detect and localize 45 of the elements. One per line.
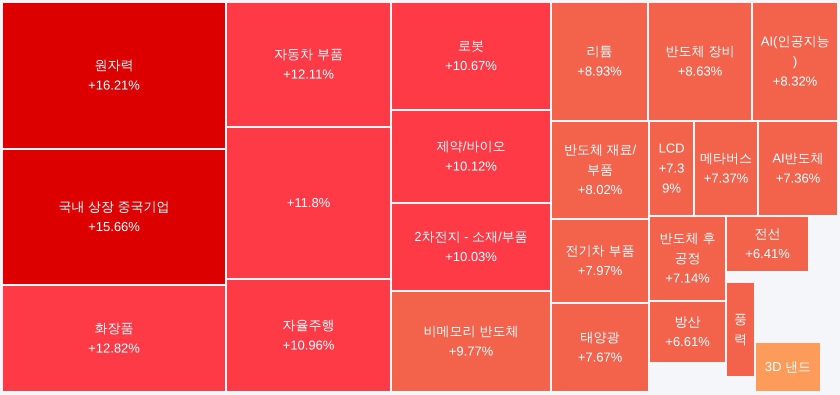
category-label: 메타버스 [700, 150, 752, 166]
data-label: +6.61% [665, 334, 710, 349]
category-label: 원자력 [94, 58, 134, 72]
data-label: +10.96% [282, 338, 335, 352]
data-label: +12.11% [283, 66, 334, 82]
data-label: +7.39% [658, 160, 684, 196]
data-label: +15.66% [88, 219, 140, 234]
data-label: +8.02% [578, 182, 623, 197]
data-label: +10.12% [445, 158, 498, 174]
data-label: +8.32% [772, 74, 818, 88]
data-label: +7.37% [704, 170, 749, 186]
category-label: LCD [658, 140, 685, 156]
category-label: 자율주행 [282, 318, 334, 332]
data-label: +7.67% [578, 350, 623, 364]
category-label: 비메모리 반도체 [424, 324, 518, 338]
category-label: 화장품 [94, 320, 134, 336]
category-label: 방산 [674, 314, 700, 329]
data-label: +8.63% [678, 64, 723, 78]
category-label: 전기차 부품 [566, 243, 634, 258]
category-label: 3D 낸드 [764, 359, 812, 374]
data-label: +7.97% [578, 263, 623, 278]
category-label: 2차전지 - 소재/부품 [414, 229, 528, 244]
category-label: 제약/바이오 [436, 138, 506, 154]
data-label: +16.21% [88, 78, 140, 92]
category-label: 국내 상장 중국기업 [58, 199, 170, 214]
data-label: +9.77% [448, 344, 494, 358]
data-label: +10.03% [445, 249, 498, 264]
data-label: +12.82% [88, 340, 140, 356]
category-label: AI반도체 [772, 150, 824, 166]
data-label: +11.8% [286, 195, 331, 210]
category-label: 반도체 장비 [666, 44, 734, 58]
category-label: 태양광 [580, 330, 620, 344]
data-label: +7.36% [776, 170, 821, 186]
category-label: 풍력 [734, 312, 747, 346]
category-label: 리튬 [586, 44, 612, 58]
category-label: 반도체 후 공정 [660, 230, 716, 266]
category-label: 자동차 부품 [274, 46, 343, 62]
data-label: +6.41% [745, 246, 790, 261]
category-label: AI(인공지능) [760, 34, 830, 68]
data-label: +10.67% [445, 58, 498, 73]
category-label: 로봇 [458, 38, 484, 53]
category-label: 전선 [754, 226, 780, 241]
data-label: +8.93% [577, 64, 622, 78]
category-label: 반도체 재료/부품 [564, 142, 636, 177]
data-label: +7.14% [665, 270, 710, 286]
